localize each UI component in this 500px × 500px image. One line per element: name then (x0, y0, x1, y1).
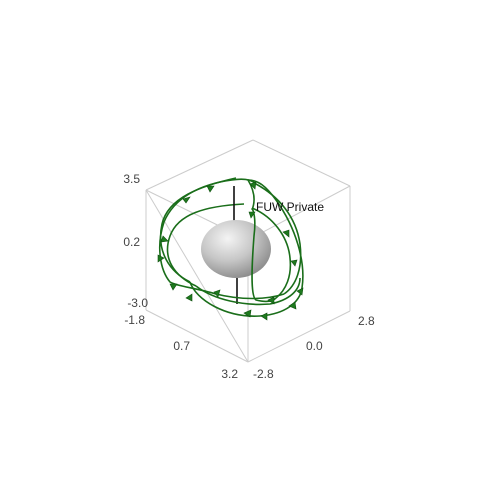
field-line-4-back (251, 207, 292, 299)
field-line-3 (158, 178, 285, 300)
arrow-marker (248, 211, 256, 219)
arrow-marker (267, 296, 275, 305)
box-edge (145, 139, 254, 191)
arrow-marker (213, 289, 221, 298)
arrow-marker (249, 181, 257, 190)
arrow-marker (282, 229, 290, 238)
arrow-marker (288, 301, 297, 310)
arrow-marker (157, 254, 165, 263)
z-axis-ticks: 3.5 0.2 -3.0 (123, 172, 148, 310)
arrow-marker (182, 196, 191, 204)
field-line-4 (251, 207, 277, 303)
field-lines-front (158, 178, 304, 317)
field-line-5 (247, 179, 255, 211)
box-edge (252, 139, 351, 187)
field-line-1 (189, 179, 304, 317)
arrow-marker (169, 283, 178, 291)
arrow-marker (296, 287, 304, 296)
x-axis-ticks: -1.8 0.7 3.2 (124, 313, 238, 381)
field-line-2-back (166, 203, 245, 287)
y-tick-label: 0.0 (306, 339, 323, 353)
z-tick-label: 0.2 (123, 235, 140, 249)
central-body (201, 220, 271, 278)
z-tick-label: 3.5 (123, 172, 140, 186)
ellipsoid (201, 220, 271, 278)
arrow-marker (260, 312, 268, 321)
y-tick-label: 2.8 (358, 314, 375, 328)
y-tick-label: -2.8 (253, 367, 274, 381)
y-axis-ticks: -2.8 0.0 2.8 (253, 314, 375, 381)
x-tick-label: 0.7 (173, 339, 190, 353)
arrow-marker (185, 293, 193, 302)
annotation-label: FUW Private (256, 200, 324, 214)
arrow-marker (290, 259, 298, 267)
box-edge (247, 310, 351, 363)
arrow-marker (206, 185, 215, 193)
direction-markers (157, 181, 304, 321)
arrow-marker (160, 235, 169, 243)
z-tick-label: -3.0 (127, 296, 148, 310)
polar-axis (233, 186, 238, 304)
axis-box (145, 139, 351, 363)
box-edge (247, 185, 351, 241)
x-tick-label: -1.8 (124, 313, 145, 327)
x-tick-label: 3.2 (221, 367, 238, 381)
box-edge (145, 309, 249, 363)
arrow-marker (243, 309, 252, 318)
field-line-2 (195, 277, 301, 306)
